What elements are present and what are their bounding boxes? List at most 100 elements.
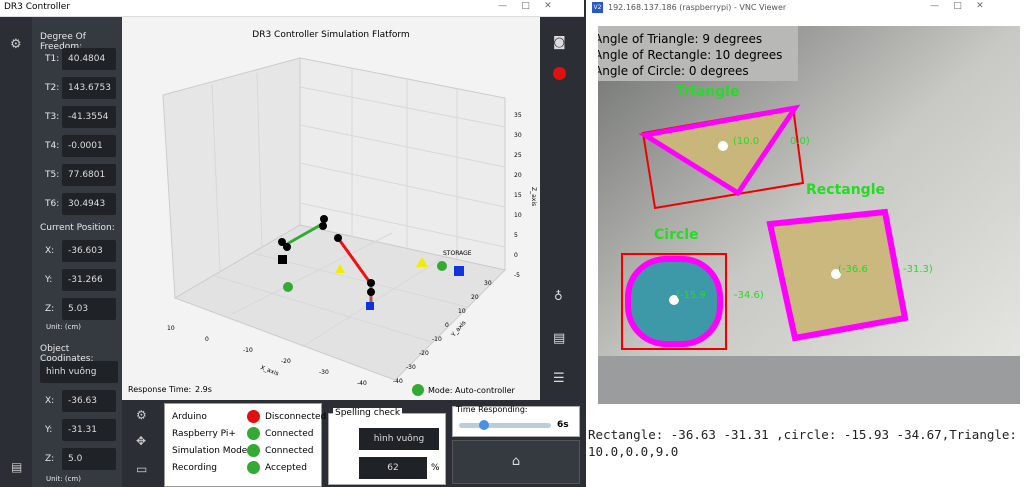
triangle-x: (10.0 [733,136,759,147]
x-tick-label: -10 [243,347,253,354]
sidebar: ⚙ ▤ [0,17,32,487]
joint-value: 30.4943 [62,193,116,215]
joint-label: T3: [45,112,60,122]
time-value: 6s [557,420,569,430]
storage-label: STORAGE [443,250,472,257]
camera-icon[interactable]: ◙ [553,35,566,50]
joint-value: 77.6801 [62,164,116,186]
y-tick-label: 0 [445,322,449,329]
spelling-heading: Spelling check [333,408,403,418]
status-dot [247,427,260,440]
spelling-word: hình vuông [359,428,439,450]
status-text: Connected [265,429,314,439]
notes-icon[interactable]: ▤ [553,331,566,346]
y-tick-label: -20 [419,350,429,357]
move-icon[interactable]: ✥ [136,434,147,448]
joint-label: T1: [45,54,60,64]
x-tick-label: 0 [205,336,209,343]
unit-label: Unit: (cm) [46,323,81,331]
angle-text: Angle of Rectangle: 10 degrees [598,48,782,62]
position-label: Z: [45,304,55,314]
z-tick-label: 15 [514,192,522,199]
robot-icon[interactable]: ⚙ [136,408,147,422]
joint-value: -0.0001 [62,135,116,157]
status-name: Raspberry Pi+ [172,429,236,439]
time-box: Time Responding: 6s [452,405,580,437]
window-controls[interactable]: — □ ✕ [498,1,552,11]
vnc-title: 192.168.137.186 (raspberrypi) - VNC View… [608,3,787,12]
status-dot [247,444,260,457]
section-heading: Current Position: [40,223,115,233]
screen-icon[interactable]: ▭ [136,462,148,476]
position-value: -36.603 [62,240,116,262]
status-dot [247,461,260,474]
object-label: X: [45,396,55,406]
y-tick-label: -40 [393,378,403,385]
sliders-icon[interactable]: ☰ [553,371,565,386]
record-button[interactable] [553,67,566,80]
vnc-logo: V2 [592,2,603,13]
camera-view: Angle of Triangle: 9 degrees Angle of Rec… [598,26,1020,404]
object-name: hình vuông [40,361,118,383]
circle-y: -34.6) [734,290,764,301]
rectangle-label: Rectangle [806,182,885,198]
object-value: -31.31 [62,419,116,441]
y-tick-label: 30 [484,280,492,287]
y-tick-label: -10 [432,336,442,343]
bottom-panel: ⚙ ✥ ▭ Arduino Disconnected Raspberry Pi+ Co… [122,400,584,487]
z-tick-label: -5 [514,272,520,279]
mode-text: Mode: Auto-controller [428,386,516,395]
plot-3d: DR3 Controller Simulation Flatform 35 30 2… [128,30,537,396]
y-tick-label: -30 [406,364,416,371]
status-dot [247,410,260,423]
joint-label: T2: [45,83,60,93]
x-tick-label: -40 [357,380,367,387]
object-value: -36.63 [62,390,116,412]
x-tick-label: 10 [167,325,175,332]
z-tick-label: 10 [514,212,522,219]
status-name: Recording [172,463,218,473]
angle-text: Angle of Circle: 0 degrees [598,64,749,78]
status-text: Connected [265,446,314,456]
z-tick-label: 25 [514,152,522,159]
object-label: Y: [45,425,53,435]
z-axis-label: Z_axis [530,187,537,206]
z-ticks: 35 30 25 20 15 10 5 0 -5 [514,112,522,279]
object-label: Z: [45,454,55,464]
grid [211,68,506,348]
time-slider[interactable] [459,423,551,428]
position-label: Y: [45,275,53,285]
doc-icon[interactable]: ▤ [11,460,23,474]
spelling-unit: % [431,463,440,473]
z-tick-label: 20 [514,172,522,179]
section-heading: Degree Of Freedom: [40,32,86,52]
position-value: 5.03 [62,298,116,320]
joint-label: T6: [45,199,60,209]
slider-handle[interactable] [479,420,489,430]
plot-title: DR3 Controller Simulation Flatform [252,30,409,40]
circle-label: Circle [654,227,699,243]
z-tick-label: 35 [514,112,522,119]
settings-icon[interactable]: ⚙ [10,37,22,52]
window-title: DR3 Controller [4,2,71,12]
triangle-y: 0.0) [790,136,810,147]
title-bar: DR3 Controller — □ ✕ [0,0,584,17]
object-value: 5.0 [62,448,116,470]
spelling-box: Spelling check hình vuông 62 % [328,408,446,485]
status-text: Accepted [265,463,307,473]
rectangle-y: -31.3) [903,264,933,275]
joint-value: 40.4804 [62,48,116,70]
unit-label: Unit: (cm) [46,475,81,483]
z-tick-label: 0 [514,252,518,259]
mic-icon[interactable]: ♁ [554,289,563,303]
z-tick-label: 30 [514,132,522,139]
status-name: Simulation Mode [172,446,248,456]
time-heading: Time Responding: [456,405,528,414]
vnc-controls[interactable]: — □ ✕ [930,1,984,11]
joint-label: T4: [45,141,60,151]
status-name: Arduino [172,412,207,422]
tool-strip: ◙ ♁ ▤ ☰ [540,17,584,400]
home-button[interactable]: ⌂ [452,440,580,484]
robot [278,215,464,310]
